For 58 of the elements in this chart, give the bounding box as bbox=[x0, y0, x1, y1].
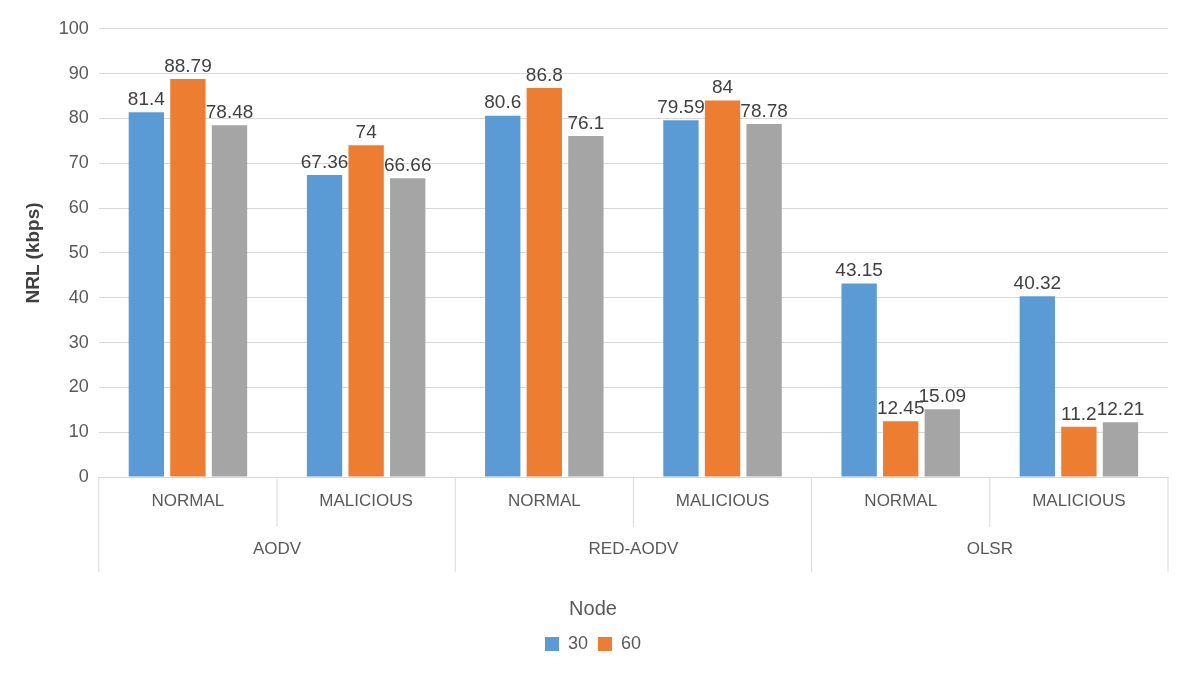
text: OLSR bbox=[966, 538, 1013, 558]
data-label: 79.59 bbox=[657, 96, 705, 118]
data-label: 66.66 bbox=[383, 153, 432, 175]
text: RED-AODV bbox=[588, 538, 679, 558]
y-tick-label: 50 bbox=[68, 241, 89, 262]
x-tick-label: MALICIOUS bbox=[1032, 490, 1126, 510]
bar bbox=[170, 79, 206, 477]
data-label: 78.48 bbox=[205, 100, 254, 122]
text: AODV bbox=[252, 538, 302, 558]
legend-title: Node bbox=[569, 596, 617, 619]
x-tick-label: MALICIOUS bbox=[675, 490, 770, 510]
bar bbox=[390, 178, 426, 477]
data-label: 84 bbox=[711, 76, 734, 98]
x-tick-label: NORMAL bbox=[864, 490, 938, 510]
x-tick-label: MALICIOUS bbox=[319, 490, 413, 510]
y-tick-label: 100 bbox=[58, 17, 89, 38]
y-axis-title: NRL (kbps) bbox=[21, 202, 43, 304]
y-tick-label: 30 bbox=[68, 331, 89, 352]
bar bbox=[211, 125, 248, 477]
x-tick-label: NORMAL bbox=[151, 490, 225, 510]
bar bbox=[348, 145, 384, 477]
y-tick-label: 20 bbox=[68, 376, 89, 397]
data-label: 81.4 bbox=[127, 87, 166, 109]
y-tick-label: 40 bbox=[68, 286, 89, 307]
bar bbox=[1061, 426, 1097, 477]
data-label: 76.1 bbox=[567, 111, 605, 133]
bar bbox=[526, 87, 562, 477]
y-tick-label: 90 bbox=[68, 62, 89, 83]
legend-label: 30 bbox=[567, 632, 589, 653]
data-label: 80.6 bbox=[484, 91, 522, 113]
bar bbox=[1102, 422, 1139, 477]
bar bbox=[568, 135, 604, 477]
data-label: 88.79 bbox=[164, 54, 212, 76]
bar bbox=[704, 100, 741, 477]
bar bbox=[746, 123, 782, 477]
x-tick-label: NORMAL bbox=[507, 490, 581, 510]
y-tick-label: 80 bbox=[68, 107, 89, 128]
data-label: 74 bbox=[355, 121, 378, 143]
data-label: 86.8 bbox=[525, 63, 563, 85]
y-tick-label: 10 bbox=[68, 421, 89, 442]
bar bbox=[128, 112, 165, 477]
data-label: 43.15 bbox=[835, 259, 883, 281]
bar bbox=[924, 409, 960, 477]
bar bbox=[841, 283, 877, 477]
y-tick-label: 60 bbox=[68, 197, 89, 218]
data-label: 11.2 bbox=[1061, 402, 1097, 424]
bar bbox=[1019, 296, 1055, 477]
bar bbox=[663, 120, 699, 477]
legend-label: 60 bbox=[621, 632, 642, 653]
y-tick-label: 0 bbox=[78, 465, 89, 486]
bar bbox=[485, 115, 521, 477]
data-label: 78.78 bbox=[740, 99, 788, 121]
data-label: 67.36 bbox=[300, 150, 349, 172]
bar bbox=[306, 175, 343, 477]
y-tick-label: 70 bbox=[68, 152, 89, 173]
data-label: 12.21 bbox=[1096, 398, 1145, 420]
bar bbox=[883, 421, 919, 477]
data-label: 40.32 bbox=[1013, 272, 1062, 294]
